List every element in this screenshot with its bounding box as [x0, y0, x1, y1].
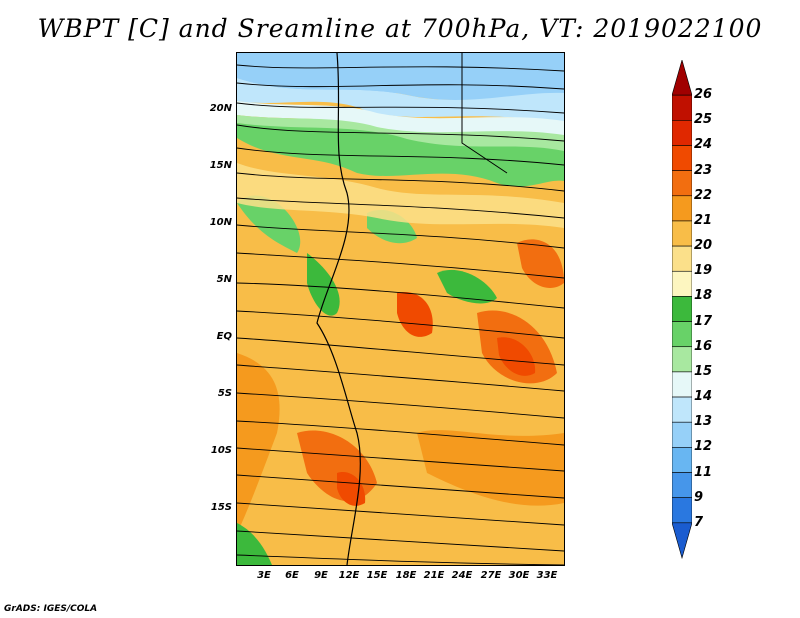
field-patch-21-se [417, 430, 564, 506]
field-patch-23-e [497, 337, 536, 376]
colorbar-swatch [672, 245, 692, 272]
lon-label: 12E [338, 570, 360, 581]
wbpt-field-map [237, 53, 564, 565]
lon-label: 3E [257, 570, 271, 581]
streamlines [237, 64, 564, 565]
colorbar-label: 18 [694, 288, 713, 304]
field-patch-22-ne [517, 239, 564, 288]
chart-title: WBPT [C] and Sreamline at 700hPa, VT: 20… [37, 14, 763, 43]
colorbar-swatch [672, 497, 692, 524]
colorbar-label: 21 [694, 212, 713, 228]
lon-label: 15E [366, 570, 388, 581]
lon-label: 21E [423, 570, 445, 581]
map-panel [236, 52, 565, 566]
colorbar-swatch [672, 195, 692, 222]
lat-label: EQ [216, 331, 232, 342]
lat-label: 10N [209, 217, 232, 228]
colorbar-label: 19 [694, 263, 713, 279]
field-band-19-20 [237, 163, 564, 228]
lon-label: 27E [480, 570, 502, 581]
colorbar-label: 14 [694, 389, 713, 405]
field-band-14-15 [237, 78, 564, 123]
colorbar-swatch [672, 296, 692, 322]
field-band-17-18 [237, 123, 564, 187]
lat-label: 20N [209, 103, 232, 114]
colorbar-label: 9 [694, 489, 704, 505]
lon-label: 9E [314, 570, 328, 581]
colorbar-label: 17 [694, 313, 713, 329]
colorbar-label: 24 [694, 137, 713, 153]
colorbar-swatch [672, 522, 692, 560]
border-line [461, 53, 508, 174]
lon-label: 33E [536, 570, 558, 581]
field-patch-west-green [237, 195, 301, 253]
colorbar-swatch [672, 60, 692, 96]
colorbar-swatch [672, 346, 692, 373]
colorbar-swatch [672, 396, 692, 423]
field-patch-east-green [437, 269, 497, 304]
lon-label: 6E [285, 570, 299, 581]
colorbar-label: 15 [694, 363, 713, 379]
field-band-13-14 [237, 53, 564, 101]
colorbar-label: 25 [694, 112, 713, 128]
lat-label: 10S [210, 445, 232, 456]
colorbar-label: 13 [694, 414, 713, 430]
field-patch-23-c [397, 292, 433, 337]
colorbar-label: 11 [694, 464, 713, 480]
lat-label: 15S [210, 502, 232, 513]
field-patch-central-green [307, 253, 340, 316]
colorbar-swatch [672, 220, 692, 247]
lat-label: 15N [209, 160, 232, 171]
lon-label: 24E [451, 570, 473, 581]
colorbar-swatch [672, 447, 692, 473]
colorbar-label: 12 [694, 439, 713, 455]
colorbar-swatch [672, 472, 692, 498]
colorbar-swatch [672, 371, 692, 398]
colorbar-label: 7 [694, 514, 704, 530]
colorbar-label: 23 [694, 162, 713, 178]
colorbar-swatch [672, 94, 692, 121]
coastline [316, 53, 361, 565]
colorbar-swatch [672, 421, 692, 448]
field-band-15-16 [237, 101, 564, 138]
field-patch-21-w [237, 353, 280, 533]
colorbar-swatch [672, 321, 692, 348]
colorbar-swatch [672, 270, 692, 297]
colorbar-swatch [672, 120, 692, 146]
lon-label: 30E [508, 570, 530, 581]
colorbar-label: 26 [694, 87, 713, 103]
footer-credit: GrADS: IGES/COLA [4, 604, 98, 614]
colorbar-swatch [672, 170, 692, 197]
field-band-16-17 [237, 115, 564, 153]
colorbar-label: 22 [694, 187, 713, 203]
lat-label: 5S [217, 388, 232, 399]
lat-label: 5N [216, 274, 232, 285]
field-patch-sw-green [237, 523, 272, 565]
colorbar [672, 60, 692, 560]
colorbar-label: 16 [694, 338, 713, 354]
colorbar-label: 20 [694, 238, 713, 254]
lon-label: 18E [395, 570, 417, 581]
colorbar-swatch [672, 145, 692, 171]
